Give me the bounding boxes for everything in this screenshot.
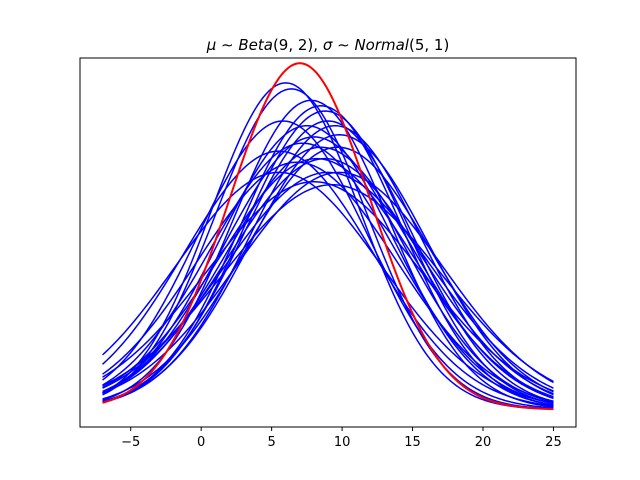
x-tick-label: 20 bbox=[475, 435, 492, 450]
x-tick-label: 5 bbox=[267, 435, 275, 450]
sample-curve-12 bbox=[102, 142, 554, 405]
x-tick-label: −5 bbox=[121, 435, 140, 450]
sample-curve-8 bbox=[102, 124, 554, 406]
chart-title-part: μ bbox=[206, 36, 217, 54]
sample-curve-21 bbox=[102, 181, 554, 392]
x-tick-label: 15 bbox=[404, 435, 421, 450]
chart-title-part: Normal bbox=[354, 36, 409, 54]
x-tick-label: 10 bbox=[334, 435, 351, 450]
sample-curve-4 bbox=[102, 105, 554, 406]
highlight-curve bbox=[102, 62, 554, 411]
plot-area bbox=[102, 62, 554, 411]
chart-title: μ ∼ Beta(9, 2), σ ∼ Normal(5, 1) bbox=[206, 36, 450, 54]
chart-title-part: (9, 2), bbox=[273, 36, 323, 54]
sample-curve-23 bbox=[102, 171, 554, 404]
sample-curve-22 bbox=[102, 183, 554, 387]
chart-title-part: (5, 1) bbox=[409, 36, 449, 54]
x-axis: −5 0 5 10 15 20 25 bbox=[121, 427, 562, 450]
chart-title-part: ∼ bbox=[216, 36, 238, 54]
axes-frame bbox=[79, 57, 577, 428]
chart-title-part: Beta bbox=[238, 36, 273, 54]
x-tick-label: 25 bbox=[545, 435, 562, 450]
sample-curve-11 bbox=[102, 136, 554, 403]
sample-curve-1 bbox=[102, 82, 554, 410]
sample-curve-19 bbox=[102, 171, 554, 394]
sample-curve-16 bbox=[102, 157, 554, 395]
x-tick-label: 0 bbox=[197, 435, 205, 450]
chart-title-part: ∼ bbox=[332, 36, 354, 54]
sample-curve-17 bbox=[102, 157, 554, 398]
chart-title-part: σ bbox=[323, 36, 333, 54]
